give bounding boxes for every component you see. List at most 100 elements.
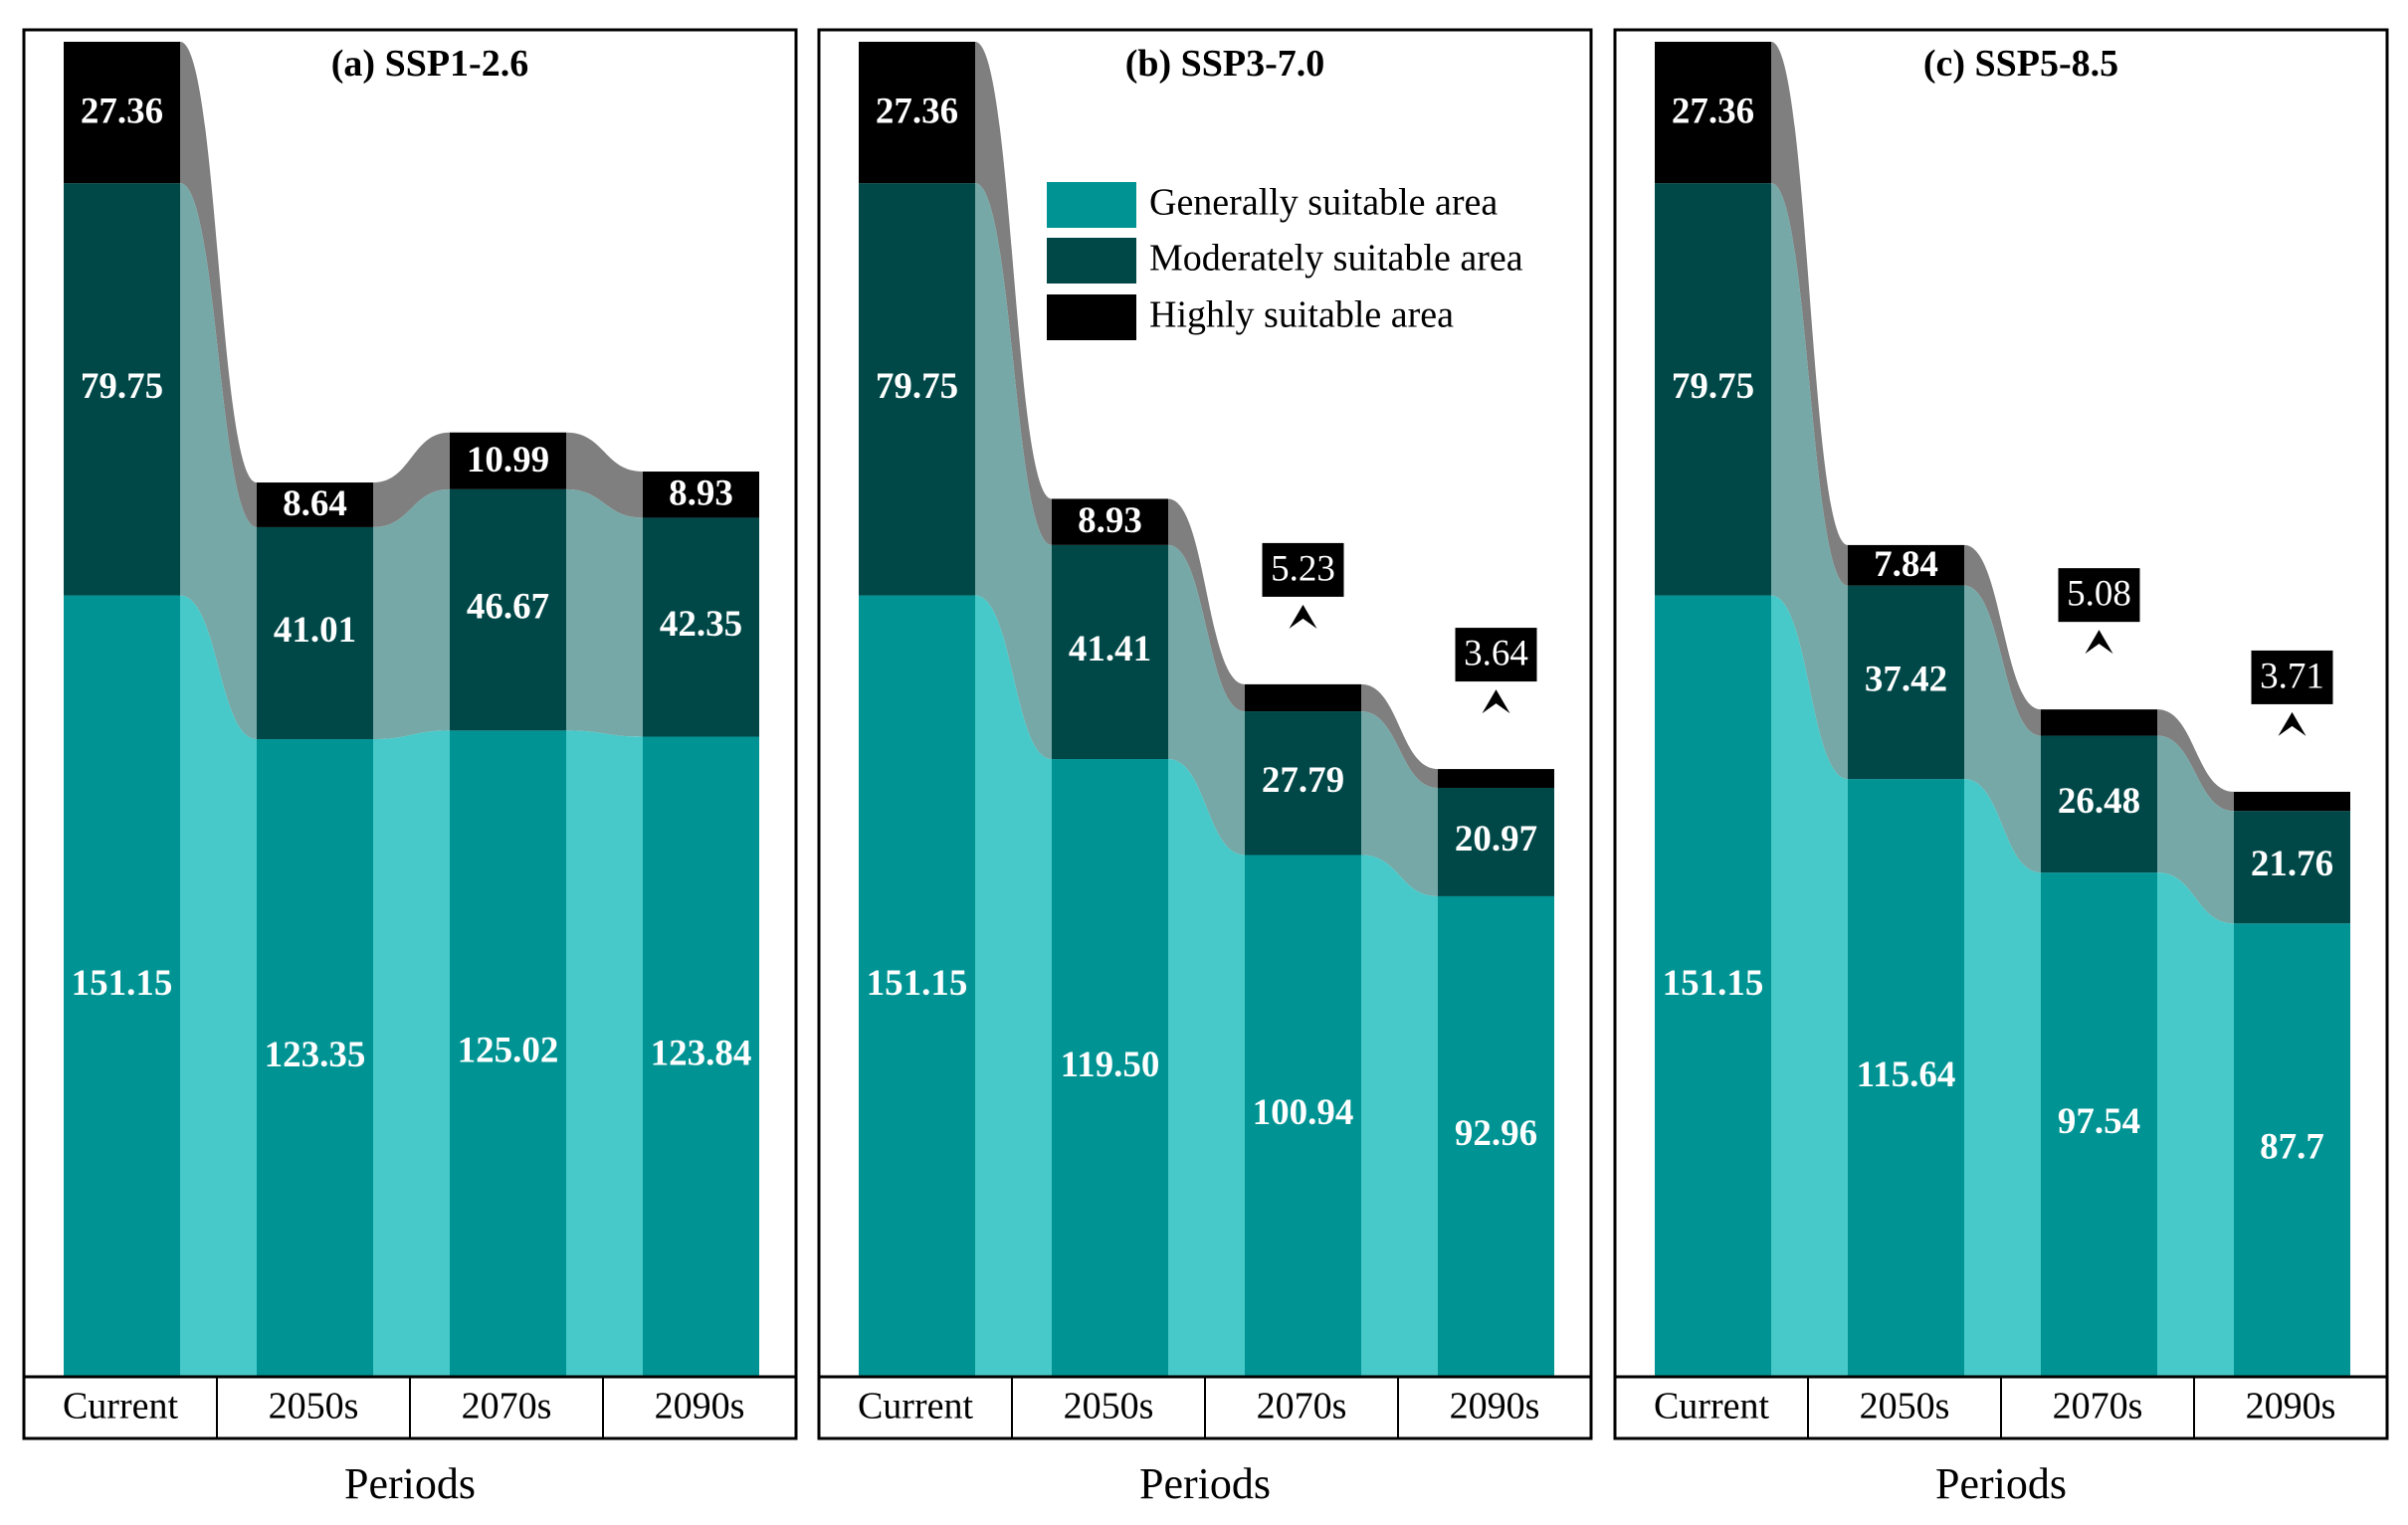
panel-b-ssp3-7-0-flow-generally-0: [975, 595, 1052, 1377]
panel-b-ssp3-7-0-flow-generally-1: [1168, 759, 1245, 1377]
panel-b-ssp3-7-0-label-moderately-2050s: 41.41: [1069, 629, 1151, 669]
panel-a-ssp1-2-6-label-generally-2090s: 123.84: [651, 1034, 752, 1074]
panel-c-ssp5-8-5-bar-highly-2050s: [1848, 544, 1964, 586]
panel-c-ssp5-8-5-label-highly-2050s: 7.84: [1874, 544, 1938, 585]
panel-b-ssp3-7-0-bar-generally-2050s: [1052, 759, 1168, 1377]
panel-c-ssp5-8-5-bar-moderately-current: [1655, 183, 1771, 596]
panel-b-ssp3-7-0-label-highly-2090s: 3.64: [1464, 634, 1528, 674]
legend-swatch-generally: [1047, 182, 1136, 228]
panel-b-ssp3-7-0-flow-moderately-2: [1361, 711, 1438, 896]
panel-b-ssp3-7-0-title: (b) SSP3-7.0: [1125, 43, 1325, 85]
panel-c-ssp5-8-5-bar-moderately-2090s: [2234, 811, 2350, 924]
panel-a-ssp1-2-6-bar-generally-current: [64, 595, 180, 1377]
panel-a-ssp1-2-6-label-generally-current: 151.15: [72, 963, 173, 1004]
panel-a-ssp1-2-6-bar-moderately-2050s: [257, 526, 373, 740]
panel-b-ssp3-7-0-bar-highly-2050s: [1052, 498, 1168, 545]
panel-b-ssp3-7-0-flow-generally-2: [1361, 855, 1438, 1377]
panel-a-ssp1-2-6-bar-moderately-2070s: [450, 488, 566, 731]
panel-a-ssp1-2-6-tick-current: Current: [63, 1386, 179, 1428]
panel-b-ssp3-7-0-bar-highly-current: [859, 42, 975, 184]
legend-label-generally: Generally suitable area: [1149, 182, 1498, 224]
panel-c-ssp5-8-5-tick-current: Current: [1654, 1386, 1770, 1428]
panel-c-ssp5-8-5-flow-highly-2: [2157, 709, 2234, 812]
panel-b-ssp3-7-0-label-highly-2070s: 5.23: [1271, 548, 1335, 589]
panel-b-ssp3-7-0-bar-generally-2070s: [1245, 855, 1361, 1377]
panel-b-ssp3-7-0-bar-moderately-current: [859, 183, 975, 596]
panel-c-ssp5-8-5-callout-box-2070s: [2058, 568, 2140, 623]
panel-c-ssp5-8-5-bar-highly-current: [1655, 42, 1771, 184]
panel-a-ssp1-2-6-bar-highly-2070s: [450, 432, 566, 489]
panel-c-ssp5-8-5-label-moderately-2050s: 37.42: [1865, 659, 1947, 699]
panel-c-ssp5-8-5-bar-moderately-2050s: [1848, 585, 1964, 780]
panel-c-ssp5-8-5-bar-generally-current: [1655, 595, 1771, 1377]
panel-c-ssp5-8-5-label-highly-2070s: 5.08: [2067, 574, 2131, 615]
panel-b-ssp3-7-0-bar-generally-current: [859, 595, 975, 1377]
panel-c-ssp5-8-5-tick-2090s: 2090s: [2246, 1386, 2336, 1428]
panel-c-ssp5-8-5-flow-generally-1: [1964, 779, 2041, 1377]
panel-a-ssp1-2-6-bar-generally-2050s: [257, 739, 373, 1377]
panel-b-ssp3-7-0-callout-arrow-2090s: [1482, 689, 1510, 714]
panel-b-ssp3-7-0-flow-highly-1: [1168, 498, 1245, 712]
panel-a-ssp1-2-6-flow-generally-0: [180, 595, 257, 1377]
panel-a-ssp1-2-6-bar-generally-2090s: [643, 736, 759, 1377]
panel-b-ssp3-7-0-bar-moderately-2090s: [1438, 787, 1554, 896]
panel-b-ssp3-7-0-label-generally-2070s: 100.94: [1253, 1092, 1354, 1133]
panel-c-ssp5-8-5-flow-generally-0: [1771, 595, 1848, 1377]
panel-c-ssp5-8-5-flow-generally-2: [2157, 872, 2234, 1377]
panel-a-ssp1-2-6-bar-generally-2070s: [450, 730, 566, 1377]
panel-a-ssp1-2-6-title: (a) SSP1-2.6: [331, 43, 528, 85]
panel-b-ssp3-7-0-tick-2070s: 2070s: [1257, 1386, 1347, 1428]
panel-c-ssp5-8-5-flow-moderately-0: [1771, 183, 1848, 780]
panel-c-ssp5-8-5-label-highly-current: 27.36: [1672, 92, 1754, 132]
panel-c-ssp5-8-5-bar-generally-2070s: [2041, 872, 2157, 1377]
panel-b-ssp3-7-0-flow-moderately-1: [1168, 544, 1245, 856]
panel-a-ssp1-2-6-tick-2050s: 2050s: [269, 1386, 359, 1428]
panel-b-ssp3-7-0-bar-moderately-2070s: [1245, 711, 1361, 856]
panel-a-ssp1-2-6-label-generally-2050s: 123.35: [265, 1035, 366, 1075]
panel-b-ssp3-7-0-flow-highly-0: [975, 42, 1052, 545]
panel-c-ssp5-8-5: 151.15 79.75 27.36 115.64 37.42 7.84 97.54 26.4…: [1613, 28, 2389, 1508]
legend-label-highly: Highly suitable area: [1149, 294, 1454, 336]
panel-c-ssp5-8-5-label-generally-2050s: 115.64: [1857, 1054, 1956, 1095]
panel-a-ssp1-2-6-xlabel: Periods: [344, 1459, 476, 1508]
panel-c-ssp5-8-5-label-moderately-2070s: 26.48: [2058, 781, 2140, 822]
panel-a-ssp1-2-6-flow-highly-1: [373, 432, 450, 527]
legend: Generally suitable area Moderately suita…: [1047, 182, 1523, 340]
panel-b-ssp3-7-0-label-generally-current: 151.15: [867, 963, 968, 1004]
panel-c-ssp5-8-5-bar-moderately-2070s: [2041, 735, 2157, 873]
panel-b-ssp3-7-0-bar-highly-2090s: [1438, 769, 1554, 788]
panel-c-ssp5-8-5-flow-highly-0: [1771, 42, 1848, 586]
panel-a-ssp1-2-6-bar-highly-2090s: [643, 472, 759, 518]
panel-a-ssp1-2-6-label-moderately-2070s: 46.67: [467, 587, 549, 628]
panel-c-ssp5-8-5-title: (c) SSP5-8.5: [1923, 43, 2118, 85]
panel-c-ssp5-8-5-callout-box-2090s: [2251, 650, 2333, 704]
panel-a-ssp1-2-6-flow-generally-1: [373, 730, 450, 1377]
panel-b-ssp3-7-0-label-generally-2050s: 119.50: [1061, 1045, 1160, 1085]
panel-a-ssp1-2-6-bar-highly-current: [64, 42, 180, 184]
panel-a-ssp1-2-6-label-highly-2070s: 10.99: [467, 440, 549, 480]
panel-a-ssp1-2-6-bar-moderately-2090s: [643, 517, 759, 737]
panel-a-ssp1-2-6-label-generally-2070s: 125.02: [458, 1031, 559, 1071]
panel-a-ssp1-2-6-flow-highly-2: [566, 432, 643, 518]
panel-b-ssp3-7-0-label-generally-2090s: 92.96: [1455, 1113, 1537, 1154]
panel-b-ssp3-7-0-label-moderately-2070s: 27.79: [1262, 760, 1344, 801]
panel-a-ssp1-2-6-flow-moderately-2: [566, 488, 643, 737]
panel-b-ssp3-7-0-xlabel: Periods: [1139, 1459, 1271, 1508]
panel-c-ssp5-8-5-flow-highly-1: [1964, 544, 2041, 736]
panel-a-ssp1-2-6-label-moderately-current: 79.75: [81, 366, 163, 407]
panel-b-ssp3-7-0-tick-2090s: 2090s: [1450, 1386, 1540, 1428]
panel-c-ssp5-8-5-tick-2050s: 2050s: [1860, 1386, 1950, 1428]
panel-a-ssp1-2-6-flow-moderately-0: [180, 183, 257, 740]
panel-c-ssp5-8-5-flow-moderately-1: [1964, 585, 2041, 873]
panel-a-ssp1-2-6: 151.15 79.75 27.36 123.35 41.01 8.64 125.02 46.…: [22, 28, 798, 1508]
panel-b-ssp3-7-0-flow-moderately-0: [975, 183, 1052, 760]
panel-c-ssp5-8-5-label-moderately-2090s: 21.76: [2251, 844, 2333, 884]
panel-c-ssp5-8-5-label-moderately-current: 79.75: [1672, 366, 1754, 407]
panel-a-ssp1-2-6-tick-2090s: 2090s: [655, 1386, 745, 1428]
panel-a-ssp1-2-6-bar-moderately-current: [64, 183, 180, 596]
panel-a-ssp1-2-6-label-moderately-2050s: 41.01: [274, 610, 356, 651]
panel-a-ssp1-2-6-label-highly-2090s: 8.93: [669, 474, 733, 514]
panel-c-ssp5-8-5-callout-arrow-2070s: [2085, 630, 2113, 655]
panel-c-ssp5-8-5-xlabel: Periods: [1935, 1459, 2067, 1508]
